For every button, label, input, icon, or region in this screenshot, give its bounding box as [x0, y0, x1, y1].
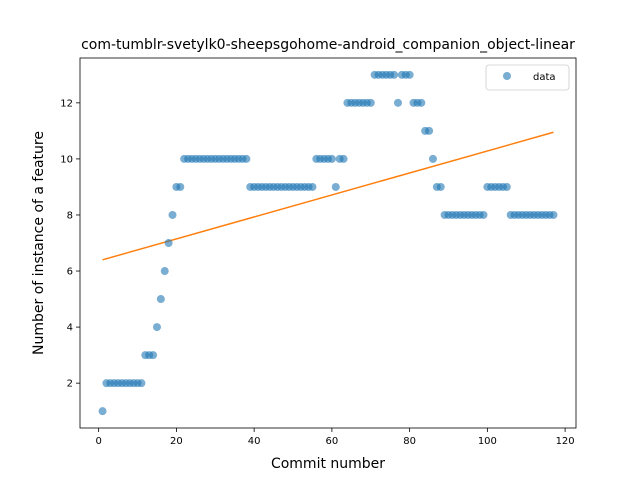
data-point [160, 267, 169, 276]
plot-background [80, 58, 576, 428]
data-point [366, 98, 375, 107]
data-point [308, 182, 317, 191]
x-tick-label: 20 [170, 436, 183, 447]
plot-area [80, 58, 576, 428]
data-point [393, 98, 402, 107]
data-point [549, 210, 558, 219]
y-tick-label: 4 [67, 323, 73, 334]
data-point [176, 182, 185, 191]
y-tick-label: 8 [67, 210, 73, 221]
x-tick-label: 60 [326, 436, 339, 447]
legend-label-data: data [533, 72, 556, 83]
x-tick-label: 100 [478, 436, 497, 447]
data-point [156, 295, 165, 304]
data-point [425, 126, 434, 135]
data-point [428, 154, 437, 163]
x-axis: 0 20 40 60 80 100 120 [95, 428, 575, 447]
y-tick-label: 6 [67, 267, 73, 278]
data-point [242, 154, 251, 163]
legend-box [485, 64, 570, 91]
data-point [152, 323, 161, 332]
data-point [436, 182, 445, 191]
data-point [405, 70, 414, 79]
points-layer [98, 70, 558, 416]
data-point [137, 379, 146, 388]
y-tick-label: 10 [60, 154, 73, 165]
data-point [339, 154, 348, 163]
data-point [164, 239, 173, 247]
x-axis-label: Commit number [271, 456, 385, 472]
x-tick-label: 0 [95, 436, 101, 447]
y-axis: 2 4 6 8 10 12 [60, 98, 80, 390]
data-point [331, 182, 340, 191]
x-tick-label: 40 [248, 436, 261, 447]
data-point [390, 70, 399, 79]
data-point [479, 210, 488, 219]
fit-line [102, 131, 554, 261]
y-tick-label: 2 [67, 379, 73, 390]
y-axis-label: Number of instance of a feature [31, 131, 47, 355]
data-point [417, 98, 426, 107]
y-tick-label: 12 [60, 98, 73, 109]
data-point [98, 407, 107, 416]
legend: data [485, 64, 570, 91]
data-point [149, 351, 158, 360]
data-point [327, 154, 336, 163]
plot-frame [79, 57, 577, 429]
data-point [168, 210, 177, 219]
chart-title: com-tumblr-svetylk0-sheepsgohome-android… [81, 37, 575, 53]
fit-layer [102, 131, 554, 261]
legend-marker-data [503, 72, 511, 80]
data-point [502, 182, 511, 191]
x-tick-label: 120 [556, 436, 575, 447]
x-tick-label: 80 [403, 436, 416, 447]
